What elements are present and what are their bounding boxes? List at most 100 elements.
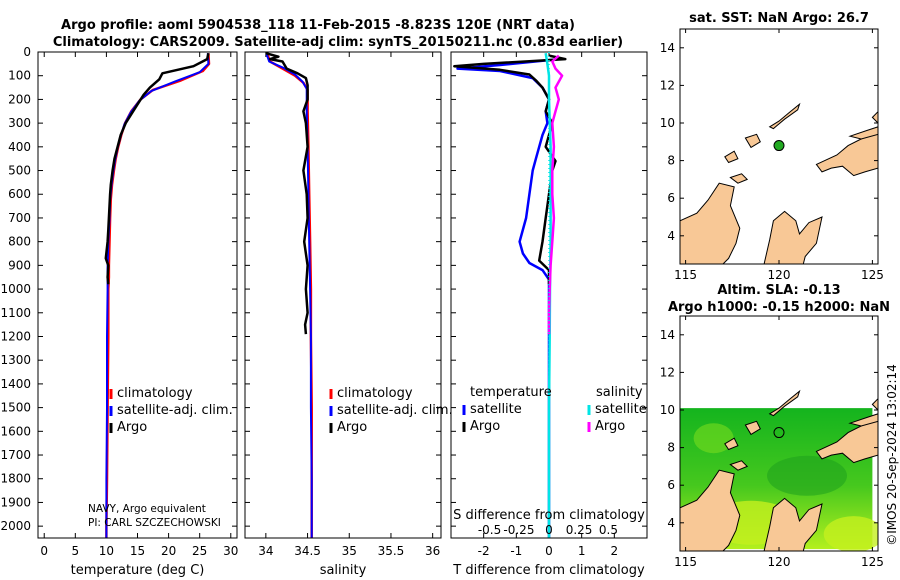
legend-label: satellite-adj. clim. [117, 403, 233, 418]
land-mass [729, 460, 749, 471]
map-frame [679, 315, 879, 552]
x-tick-label: 5 [71, 544, 79, 558]
y-tick-label: 4 [667, 229, 675, 243]
x-tick-label: 120 [768, 268, 791, 282]
figure-title-line-1: Argo profile: aoml 5904538_118 11-Feb-20… [61, 18, 575, 33]
y-tick-label: 2000 [0, 519, 31, 533]
sla-map-panel: Altim. SLA: -0.13 Argo h1000: -0.15 h2000… [660, 283, 890, 569]
x-tick-label: 35.5 [378, 544, 405, 558]
land-mass [744, 420, 761, 436]
legend-label: climatology [117, 386, 193, 401]
y-tick-label: 6 [667, 478, 675, 492]
x-axis-label: temperature (deg C) [71, 563, 205, 578]
legend-label: Argo [117, 420, 147, 435]
land-mass [763, 497, 823, 551]
x-tick-label: 34.5 [294, 544, 321, 558]
temperature-profile-panel: 0 5 10 15 20 25 300100200300400500600700800900… [0, 45, 238, 578]
x-tick-label: 0 [545, 544, 553, 558]
sla-anomaly-mid [693, 423, 734, 454]
map-content [680, 102, 878, 264]
y-tick-label: 4 [667, 516, 675, 530]
imos-timestamp: ©IMOS 20-Sep-2024 13:02:14 [885, 364, 899, 546]
land-mass [768, 102, 801, 130]
legend-label: Argo [595, 419, 625, 434]
y-tick-label: 400 [8, 140, 31, 154]
land-mass [680, 182, 741, 264]
x-tick-label: 30 [223, 544, 238, 558]
operator-line-2: PI: CARL SZCZECHOWSKI [88, 517, 221, 529]
series-line-temperature-satellite [456, 57, 559, 538]
sst-map-panel: sat. SST: NaN Argo: 26.7 115 120 125 4 6 8 10 12… [660, 11, 884, 282]
land-mass [871, 110, 878, 124]
argo-position-marker [773, 427, 785, 439]
x-tick-label: 1 [578, 544, 586, 558]
y-tick-label: 10 [660, 403, 675, 417]
legend-label: satellite [470, 402, 522, 417]
figure-title-line-2: Climatology: CARS2009. Satellite-adj cli… [53, 35, 623, 50]
y-tick-label: 14 [660, 41, 675, 55]
y-tick-label: 900 [8, 258, 31, 272]
sla-map-title-line-1: Altim. SLA: -0.13 [717, 283, 840, 298]
sst-map-title: sat. SST: NaN Argo: 26.7 [689, 11, 869, 26]
x-tick-label: 2 [611, 544, 619, 558]
land-mass [744, 133, 761, 149]
map-frame [679, 28, 879, 265]
x-tick-label: 125 [861, 555, 884, 569]
legend-label: satellite [595, 402, 647, 417]
y-tick-label: 1500 [0, 401, 31, 415]
y-tick-label: 0 [23, 45, 31, 59]
x-tick-label: 20 [161, 544, 176, 558]
land-mass [768, 389, 801, 417]
land-mass [729, 173, 749, 184]
top-tick-label: 0.25 [566, 523, 593, 537]
legend-label: satellite-adj. clim. [337, 403, 453, 418]
y-tick-label: 700 [8, 211, 31, 225]
x-axis-label: T difference from climatology [452, 563, 645, 578]
y-tick-label: 12 [660, 78, 675, 92]
legend-label: Argo [470, 419, 500, 434]
y-tick-label: 300 [8, 116, 31, 130]
x-tick-label: 25 [192, 544, 207, 558]
y-tick-label: 800 [8, 235, 31, 249]
land-mass [680, 469, 741, 551]
y-tick-label: 12 [660, 365, 675, 379]
x-tick-label: 36 [425, 544, 440, 558]
x-tick-label: -2 [478, 544, 490, 558]
land-mass [763, 210, 823, 264]
sla-anomaly-low [767, 455, 848, 496]
series-line-salinity-argo [547, 54, 564, 335]
x-tick-label: -1 [510, 544, 522, 558]
land-mass [815, 129, 878, 177]
sla-map-title-line-2: Argo h1000: -0.15 h2000: NaN [668, 300, 890, 315]
land-mass [815, 416, 878, 464]
top-tick-label: 0.5 [599, 523, 618, 537]
y-tick-label: 1700 [0, 448, 31, 462]
top-tick-label: -0.25 [503, 523, 534, 537]
x-axis-label: salinity [320, 563, 367, 578]
y-tick-label: 1900 [0, 495, 31, 509]
y-tick-label: 1800 [0, 472, 31, 486]
sla-anomaly-high [823, 516, 878, 551]
land-mass [724, 437, 739, 451]
land-mass [871, 397, 878, 411]
y-tick-label: 500 [8, 164, 31, 178]
y-tick-label: 1100 [0, 306, 31, 320]
series-line-salinity-satellite [544, 53, 552, 538]
series-line-satellite-adj-clim- [105, 53, 210, 538]
x-tick-label: 34 [258, 544, 273, 558]
x-tick-label: 35 [342, 544, 357, 558]
legend-label: Argo [337, 420, 367, 435]
y-tick-label: 1400 [0, 377, 31, 391]
y-tick-label: 8 [667, 441, 675, 455]
top-axis-label: S difference from climatology [453, 508, 645, 523]
y-tick-label: 1200 [0, 329, 31, 343]
axes-frame [244, 51, 442, 539]
top-tick-label: 0 [545, 523, 553, 537]
y-tick-label: 600 [8, 187, 31, 201]
x-tick-label: 0 [40, 544, 48, 558]
legend-label: climatology [337, 386, 413, 401]
top-tick-label: -0.5 [478, 523, 501, 537]
x-tick-label: 115 [674, 268, 697, 282]
map-content [680, 389, 878, 551]
